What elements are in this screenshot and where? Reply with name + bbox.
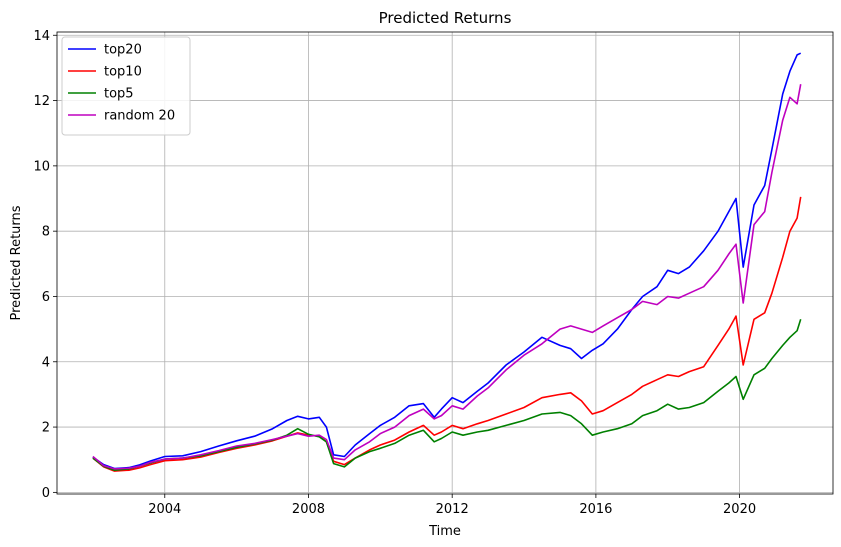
chart-title: Predicted Returns xyxy=(379,9,512,27)
x-axis-ticks: 2004 2008 2012 2016 2020 xyxy=(148,494,756,517)
y-axis-label: Predicted Returns xyxy=(9,205,24,320)
legend-label: random 20 xyxy=(104,109,175,124)
series-line-random-20 xyxy=(92,84,802,470)
y-tick-label: 2 xyxy=(42,421,50,436)
series-line-top10 xyxy=(92,196,802,472)
legend-box xyxy=(61,36,191,136)
y-tick-label: 0 xyxy=(42,486,50,501)
legend-label: top5 xyxy=(104,87,134,102)
series-line-top5 xyxy=(92,319,802,472)
x-tick-label: 2012 xyxy=(436,502,469,517)
legend: top20 top10 top5 random 20 xyxy=(61,36,191,136)
x-tick-label: 2020 xyxy=(723,502,756,517)
series-line-top20 xyxy=(92,52,802,470)
grid xyxy=(57,32,833,494)
series-lines xyxy=(92,52,802,472)
x-tick-label: 2008 xyxy=(292,502,325,517)
legend-label: top20 xyxy=(104,43,142,58)
y-tick-label: 4 xyxy=(42,355,50,370)
y-tick-label: 10 xyxy=(33,159,50,174)
x-tick-label: 2016 xyxy=(579,502,612,517)
legend-label: top10 xyxy=(104,65,142,80)
y-tick-label: 12 xyxy=(33,94,50,109)
x-axis-label: Time xyxy=(428,524,461,539)
plot-frame xyxy=(56,31,834,495)
y-tick-label: 8 xyxy=(42,225,50,240)
y-axis-ticks: 0 2 4 6 8 10 12 14 xyxy=(33,29,57,501)
x-tick-label: 2004 xyxy=(148,502,181,517)
y-tick-label: 14 xyxy=(33,29,50,44)
y-tick-label: 6 xyxy=(42,290,50,305)
